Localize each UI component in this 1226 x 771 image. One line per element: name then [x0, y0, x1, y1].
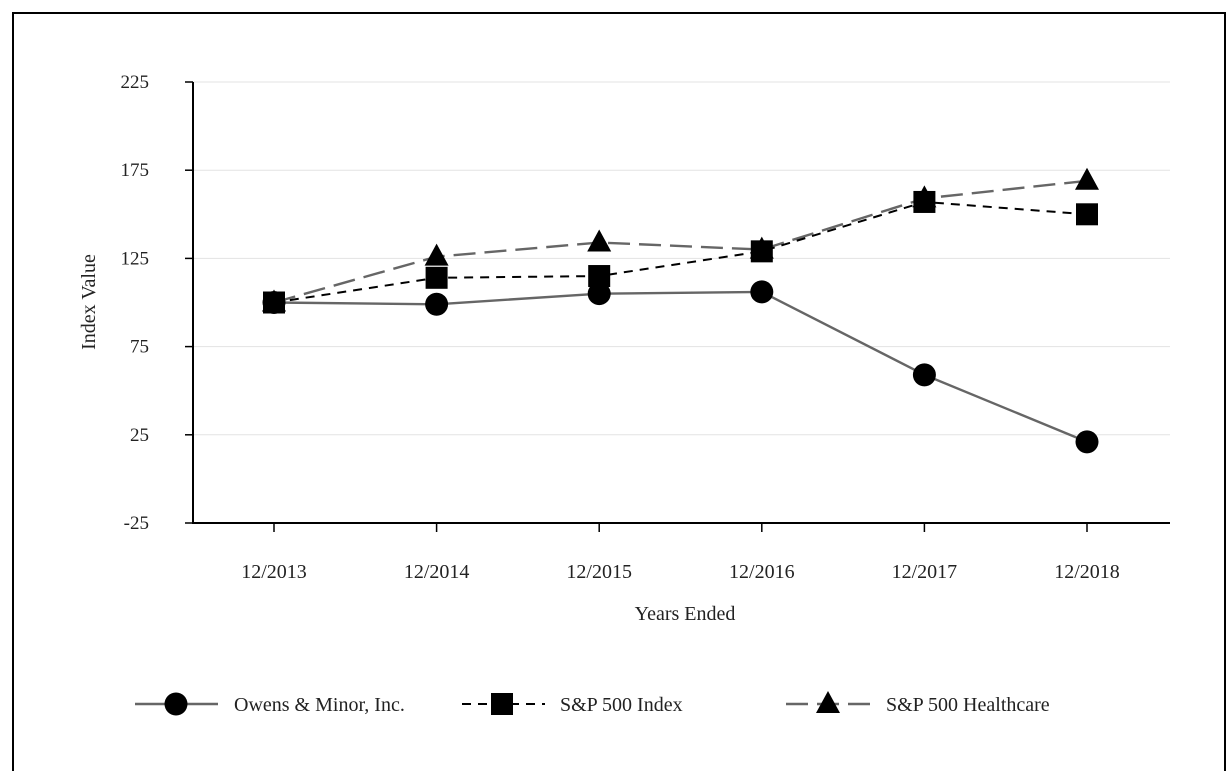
legend-item: Owens & Minor, Inc. — [135, 692, 405, 716]
x-tick-label: 12/2014 — [404, 561, 470, 583]
series-line — [273, 290, 1088, 443]
legend-marker-circle — [164, 692, 188, 716]
legend-label: Owens & Minor, Inc. — [234, 694, 405, 716]
legend: Owens & Minor, Inc. S&P 500 Index S&P 500 … — [135, 691, 1050, 716]
data-point-circle — [912, 363, 936, 387]
y-axis-label: Index Value — [78, 254, 100, 350]
data-point-square — [750, 240, 773, 263]
legend-marker-square — [491, 693, 513, 715]
series-markers-triangle — [262, 167, 1099, 312]
data-point-circle — [262, 291, 286, 314]
x-tick-label: 12/2015 — [566, 561, 632, 583]
series-line — [273, 200, 1088, 304]
x-tick-label: 12/2017 — [892, 561, 958, 583]
data-point-triangle — [424, 243, 449, 266]
data-point-triangle — [1075, 167, 1099, 190]
series-square — [273, 200, 1088, 304]
data-point-circle — [587, 282, 611, 306]
x-tick-label: 12/2013 — [241, 561, 307, 583]
x-tick-labels: 12/2013 12/2014 12/2015 12/2016 12/2017 12/20… — [241, 523, 1120, 583]
series-markers-square — [263, 190, 1098, 314]
chart-frame — [12, 12, 1226, 771]
data-point-square — [913, 190, 936, 213]
data-point-circle — [425, 292, 449, 316]
legend-item: S&P 500 Index — [462, 693, 683, 716]
y-tick-labels: -25 25 75 125 175 225 — [121, 72, 193, 534]
y-tick-label: -25 — [124, 513, 149, 534]
x-axis-label: Years Ended — [635, 603, 736, 625]
y-tick-label: 225 — [121, 72, 150, 93]
y-tick-label: 25 — [130, 425, 149, 446]
series — [262, 167, 1099, 454]
y-tick-label: 175 — [121, 160, 150, 181]
series-line — [273, 179, 1088, 304]
x-tick-label: 12/2016 — [729, 561, 795, 583]
gridlines — [193, 81, 1170, 436]
y-tick-label: 125 — [121, 248, 150, 269]
legend-label: S&P 500 Index — [560, 694, 683, 716]
series-triangle — [273, 179, 1088, 304]
series-circle — [273, 290, 1088, 443]
x-tick-label: 12/2018 — [1054, 561, 1120, 583]
legend-marker-triangle — [816, 691, 840, 713]
series-markers-circle — [262, 280, 1099, 454]
data-point-square — [588, 265, 611, 288]
data-point-triangle — [587, 229, 612, 252]
axes — [192, 82, 1170, 524]
legend-label: S&P 500 Healthcare — [886, 694, 1050, 716]
y-tick-label: 75 — [130, 337, 149, 358]
data-point-square — [1076, 203, 1098, 226]
data-point-square — [425, 266, 448, 289]
data-point-circle — [750, 280, 774, 304]
data-point-circle — [1075, 430, 1099, 454]
legend-item: S&P 500 Healthcare — [786, 691, 1050, 716]
